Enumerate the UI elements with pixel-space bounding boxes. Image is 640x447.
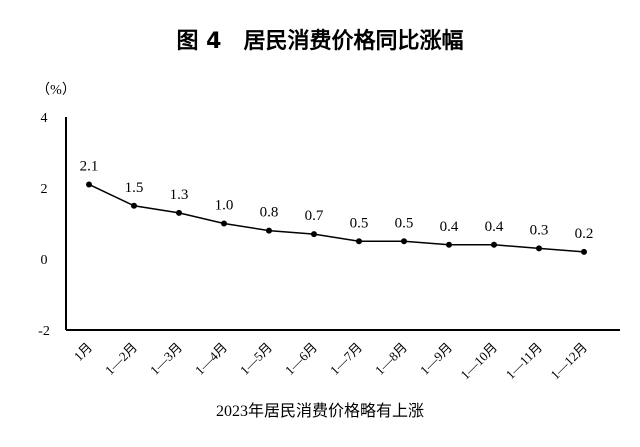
x-axis-label: 2023年居民消费价格略有上涨 [216,402,424,420]
data-label: 0.8 [260,205,279,221]
x-tick-label: 1—11月 [503,340,545,382]
y-tick-label: 0 [41,253,48,268]
x-tick-label: 1—10月 [457,340,500,383]
x-tick-label: 1—9月 [417,340,455,378]
y-tick-label: 4 [41,111,48,126]
data-point [311,231,317,238]
data-point [131,202,137,209]
data-label: 1.0 [215,198,234,214]
data-label: 0.7 [305,208,324,224]
x-tick-label: 1月 [71,340,95,364]
data-point [536,245,542,252]
data-label: 0.5 [350,215,369,231]
data-point [446,241,452,248]
x-tick-label: 1—4月 [192,340,230,378]
data-point [266,227,272,234]
x-tick-label: 1—6月 [282,340,320,378]
data-point [356,238,362,245]
data-label: 0.4 [440,219,459,235]
x-tick-label: 1—5月 [237,340,275,378]
data-point [176,209,182,216]
x-tick-label: 1—12月 [547,340,590,383]
data-point [221,220,227,227]
series-line [88,183,585,253]
data-point [491,241,497,248]
x-tick-label: 1—3月 [147,340,185,378]
data-label: 0.2 [575,226,594,242]
chart-title: 图 4 居民消费价格同比涨幅 [177,28,464,54]
data-label: 0.3 [530,222,549,238]
data-label: 2.1 [80,158,99,174]
y-tick-label: -2 [38,324,50,339]
data-label: 0.4 [485,219,504,235]
data-point [581,248,587,255]
data-point [401,238,407,245]
data-label: 1.5 [125,180,144,196]
x-tick-label: 1—7月 [327,340,365,378]
data-label: 0.5 [395,215,414,231]
x-tick-label: 1—8月 [372,340,410,378]
data-label: 1.3 [170,187,189,203]
y-tick-label: 2 [41,182,48,197]
y-axis-label: （%） [36,82,76,98]
data-point [86,181,92,188]
x-tick-label: 1—2月 [102,340,140,378]
